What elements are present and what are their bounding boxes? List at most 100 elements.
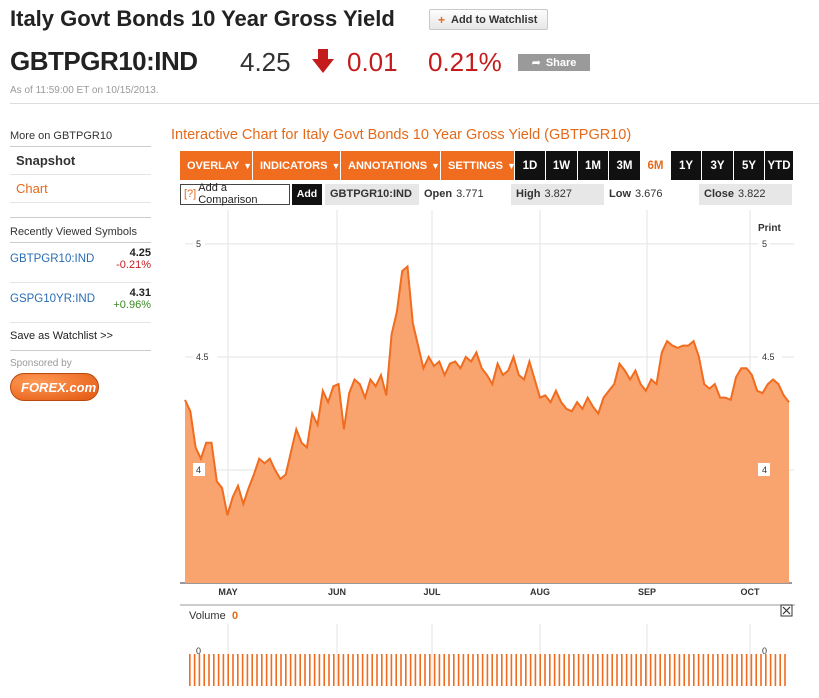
volume-bar (352, 654, 354, 686)
y-tick-label-left: 5 (193, 236, 205, 250)
volume-bar (678, 654, 681, 686)
volume-bar (645, 654, 647, 686)
volume-bar (265, 654, 268, 686)
settings-menu[interactable]: SETTINGS ▼ (441, 151, 516, 180)
volume-bar (515, 654, 517, 686)
x-tick-label: MAY (218, 587, 237, 597)
volume-bar (376, 654, 378, 686)
volume-bar (496, 654, 498, 686)
volume-bar (481, 654, 484, 686)
chart-title: Interactive Chart for Italy Govt Bonds 1… (171, 127, 632, 143)
sidebar-item-chart[interactable]: Chart (10, 175, 151, 203)
y-tick-label-left: 4 (193, 462, 205, 476)
volume-bars (189, 654, 786, 686)
overlay-label: OVERLAY (187, 159, 240, 172)
range-1m[interactable]: 1M (578, 151, 609, 180)
volume-bar (280, 654, 282, 686)
volume-bar (774, 654, 777, 686)
print-link[interactable]: Print (758, 223, 781, 234)
volume-bar (385, 654, 388, 686)
ticker-symbol: GBTPGR10:IND (10, 46, 198, 76)
volume-bar (558, 654, 561, 686)
y-tick-label-right: 5 (758, 236, 770, 250)
volume-bar (625, 654, 628, 686)
volume-bar (333, 654, 335, 686)
yield-line (184, 264, 790, 516)
volume-bar (486, 654, 489, 686)
indicators-menu[interactable]: INDICATORS ▼ (253, 151, 341, 180)
add-to-watchlist-button[interactable]: + Add to Watchlist (429, 9, 549, 30)
volume-bar (568, 654, 570, 686)
yield-area (185, 266, 789, 583)
forex-logo[interactable]: FOREX.com (10, 373, 99, 401)
range-ytd[interactable]: YTD (765, 151, 794, 180)
volume-bar (635, 654, 637, 686)
volume-bar (213, 654, 215, 686)
add-to-watchlist-label: Add to Watchlist (451, 13, 538, 26)
range-3m[interactable]: 3M (609, 151, 641, 180)
volume-bar (429, 654, 431, 686)
volume-bar (534, 654, 537, 686)
range-1d[interactable]: 1D (515, 151, 546, 180)
recent-symbol-link[interactable]: GBTPGR10:IND (10, 253, 95, 265)
volume-bar (683, 654, 685, 686)
price-chart[interactable]: 44.55 44.55 MAY JUN JUL AUG SEP OCT Print Vol… (180, 210, 800, 692)
open-label: Open (424, 188, 453, 200)
volume-bar (313, 654, 316, 686)
y-axis-right: 44.55 (758, 236, 782, 476)
volume-bar (688, 654, 690, 686)
volume-bar (649, 654, 652, 686)
volume-bar (395, 654, 397, 686)
volume-bar (597, 654, 599, 686)
recent-symbol-value: 4.25 (129, 247, 151, 259)
volume-bar (491, 654, 493, 686)
annotations-menu[interactable]: ANNOTATIONS ▼ (341, 151, 441, 180)
caret-down-icon: ▼ (431, 160, 440, 171)
header-divider (10, 103, 819, 104)
volume-bar (525, 654, 527, 686)
add-comparison-button[interactable]: Add (292, 183, 322, 205)
volume-bar (409, 654, 412, 686)
range-5y[interactable]: 5Y (734, 151, 765, 180)
volume-bar (241, 654, 244, 686)
svg-text:5: 5 (762, 239, 767, 249)
comparison-placeholder: Add a Comparison (198, 182, 258, 206)
recent-symbol-row: GBTPGR10:IND 4.25 -0.21% (10, 243, 151, 283)
range-6m[interactable]: 6M (641, 151, 671, 180)
recent-symbol-link[interactable]: GSPG10YR:IND (10, 293, 95, 305)
range-3y[interactable]: 3Y (702, 151, 734, 180)
volume-bar (529, 654, 532, 686)
volume-bar (405, 654, 407, 686)
volume-bar (361, 654, 364, 686)
volume-bar (227, 654, 229, 686)
annotations-label: ANNOTATIONS (348, 159, 428, 172)
caret-down-icon: ▼ (243, 160, 253, 171)
close-volume-icon[interactable] (780, 604, 793, 617)
volume-bar (371, 654, 373, 686)
sidebar-item-snapshot[interactable]: Snapshot (10, 147, 151, 175)
recently-viewed-heading: Recently Viewed Symbols (10, 217, 151, 243)
caret-down-icon: ▼ (507, 160, 516, 171)
save-as-watchlist-link[interactable]: Save as Watchlist >> (10, 323, 151, 351)
settings-label: SETTINGS (448, 159, 504, 172)
price-change-percent: 0.21% (428, 47, 502, 77)
volume-bar (237, 654, 239, 686)
volume-bar (726, 654, 729, 686)
volume-bar (433, 654, 436, 686)
help-icon[interactable]: [?] (184, 188, 197, 200)
svg-text:4.5: 4.5 (196, 352, 209, 362)
high-stat: High 3.827 (511, 183, 604, 205)
volume-bar (573, 654, 575, 686)
overlay-menu[interactable]: OVERLAY ▼ (180, 151, 253, 180)
comparison-input[interactable]: [?] Add a Comparison (180, 182, 290, 206)
open-stat: Open 3.771 (419, 184, 511, 205)
volume-bar (275, 654, 277, 686)
volume-bar (477, 654, 479, 686)
range-1w[interactable]: 1W (546, 151, 578, 180)
volume-bar (741, 654, 743, 686)
share-button[interactable]: ➦ Share (518, 54, 590, 71)
volume-bar (779, 654, 781, 686)
range-1y[interactable]: 1Y (671, 151, 702, 180)
volume-bar (611, 654, 613, 686)
more-on-heading: More on GBTPGR10 (10, 130, 151, 147)
